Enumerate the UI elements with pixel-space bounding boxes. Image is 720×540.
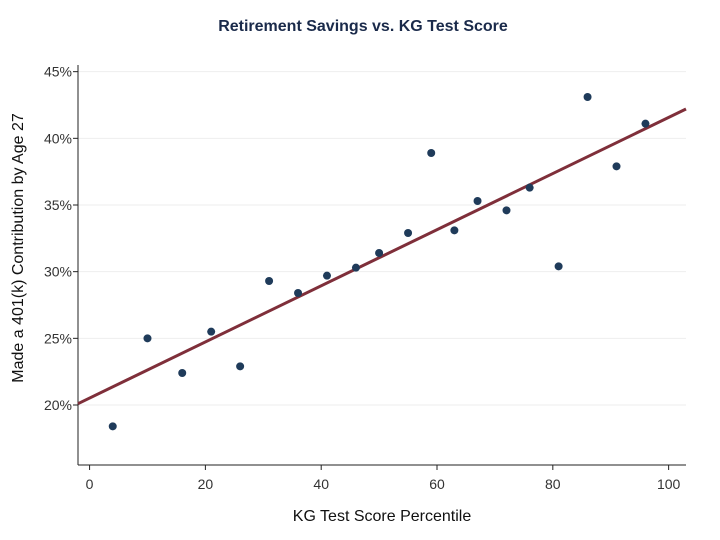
data-point	[207, 327, 216, 336]
data-point	[612, 162, 621, 171]
y-tick-label: 25%	[44, 330, 72, 346]
data-point	[351, 263, 360, 272]
y-tick-label: 35%	[44, 197, 72, 213]
y-tick-label: 30%	[44, 264, 72, 280]
data-point	[322, 271, 331, 280]
grid-layer	[78, 71, 686, 406]
y-axis-label: Made a 401(k) Contribution by Age 27	[10, 113, 27, 383]
point-layer	[108, 93, 650, 431]
data-point	[143, 334, 152, 343]
data-point	[554, 262, 563, 271]
tick-layer: 20% 25% 30% 35% 40% 45% 0 20 40 60 80 100	[44, 64, 681, 492]
data-point	[427, 149, 436, 157]
y-tick-label: 20%	[44, 397, 72, 413]
data-point	[265, 277, 274, 285]
data-point	[404, 229, 413, 237]
x-tick-label: 60	[429, 476, 445, 492]
x-tick-label: 80	[545, 476, 561, 492]
data-point	[108, 422, 117, 431]
data-point	[641, 119, 650, 128]
x-tick-label: 100	[657, 476, 681, 492]
data-point	[178, 369, 187, 377]
data-point	[450, 226, 459, 235]
x-tick-label: 40	[313, 476, 329, 492]
x-axis-label: KG Test Score Percentile	[293, 508, 472, 525]
data-point	[525, 183, 534, 192]
data-point	[583, 93, 592, 101]
data-point	[236, 362, 245, 371]
fit-line	[77, 107, 687, 406]
fit-line-layer	[77, 107, 687, 406]
data-point	[502, 206, 511, 215]
x-tick-label: 0	[86, 476, 94, 492]
chart-title: Retirement Savings vs. KG Test Score	[218, 18, 508, 35]
x-tick-label: 20	[198, 476, 214, 492]
y-tick-label: 45%	[44, 64, 72, 80]
data-point	[294, 289, 303, 297]
y-tick-label: 40%	[44, 130, 72, 146]
data-point	[473, 197, 482, 205]
data-point	[375, 249, 384, 257]
